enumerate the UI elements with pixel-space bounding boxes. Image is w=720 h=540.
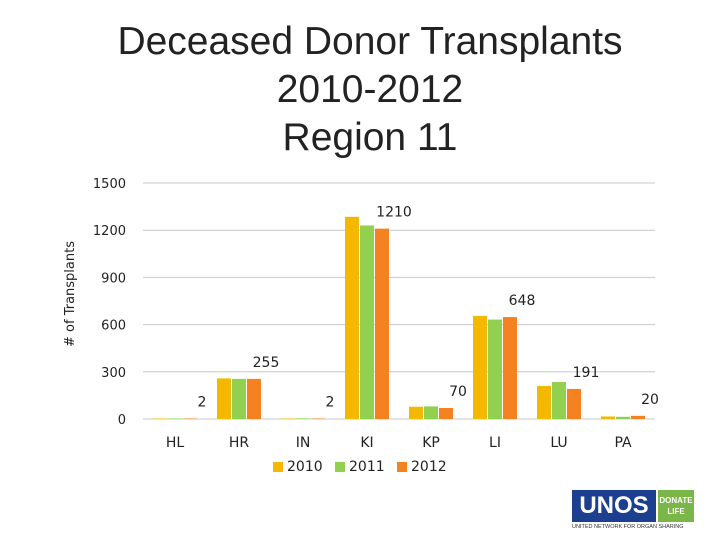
x-tick-label-li: LI <box>489 435 501 451</box>
bar-hl-2010 <box>153 418 167 419</box>
x-tick-label-hr: HR <box>229 435 250 451</box>
legend-swatch-2010 <box>273 462 283 472</box>
bars <box>153 216 645 419</box>
data-labels: 2 255 2 1210 70 648 191 20 <box>198 205 659 411</box>
bar-li-2012 <box>503 317 517 419</box>
data-label-kp: 70 <box>449 384 467 400</box>
bar-lu-2012 <box>567 388 581 419</box>
legend: 2010 2011 2012 <box>273 459 447 475</box>
title-line-1: Deceased Donor Transplants <box>117 20 623 63</box>
bar-ki-2010 <box>345 216 359 419</box>
bar-in-2012 <box>311 418 325 419</box>
legend-label-2010: 2010 <box>287 459 323 475</box>
bar-hl-2012 <box>183 418 197 419</box>
unos-logo: UNOS DONATE LIFE UNITED NETWORK FOR ORGA… <box>572 490 702 532</box>
data-label-ki: 1210 <box>376 205 412 221</box>
bar-ki-2012 <box>375 228 389 419</box>
y-tick-label: 1200 <box>93 224 126 239</box>
header-banner <box>0 0 720 175</box>
data-label-in: 2 <box>326 395 335 411</box>
x-tick-label-lu: LU <box>550 435 567 451</box>
data-label-li: 648 <box>509 293 536 309</box>
legend-label-2011: 2011 <box>349 459 385 475</box>
y-axis-ticks: 0 300 600 900 1200 1500 <box>93 177 126 428</box>
legend-swatch-2011 <box>335 462 345 472</box>
logo-tagline: UNITED NETWORK FOR ORGAN SHARING <box>572 524 684 530</box>
x-tick-label-kp: KP <box>422 435 440 451</box>
x-axis-ticks: HL HR IN KI KP LI LU PA <box>166 435 632 451</box>
bar-pa-2011 <box>616 416 630 419</box>
bar-kp-2012 <box>439 407 453 419</box>
y-tick-label: 900 <box>101 271 126 286</box>
y-tick-label: 0 <box>118 413 126 428</box>
x-tick-label-hl: HL <box>166 435 185 451</box>
bar-kp-2011 <box>424 406 438 419</box>
y-tick-label: 600 <box>101 319 126 334</box>
bar-hr-2010 <box>217 378 231 419</box>
title-line-3: Region 11 <box>282 116 458 159</box>
badge-line-1: DONATE <box>659 496 693 505</box>
x-tick-label-ki: KI <box>360 435 373 451</box>
slide-title: Deceased Donor Transplants 2010-2012 Reg… <box>60 18 680 162</box>
unos-wordmark: UNOS <box>572 490 656 522</box>
y-tick-label: 300 <box>101 366 126 381</box>
bar-hl-2011 <box>168 418 182 419</box>
data-label-hl: 2 <box>198 395 207 411</box>
y-axis-label: # of Transplants <box>63 241 78 347</box>
bar-pa-2010 <box>601 416 615 419</box>
bar-in-2010 <box>281 418 295 419</box>
bar-hr-2012 <box>247 378 261 419</box>
bar-ki-2011 <box>360 225 374 419</box>
legend-swatch-2012 <box>397 462 407 472</box>
data-label-lu: 191 <box>573 365 600 381</box>
bar-pa-2012 <box>631 415 645 419</box>
bar-li-2010 <box>473 315 487 419</box>
bar-kp-2010 <box>409 406 423 419</box>
bar-in-2011 <box>296 418 310 419</box>
x-tick-label-pa: PA <box>614 435 632 451</box>
bar-hr-2011 <box>232 378 246 419</box>
x-tick-label-in: IN <box>296 435 311 451</box>
badge-line-2: LIFE <box>667 507 685 516</box>
donate-life-badge: DONATE LIFE <box>658 490 694 522</box>
title-line-2: 2010-2012 <box>276 68 464 111</box>
legend-label-2012: 2012 <box>411 459 447 475</box>
y-tick-label: 1500 <box>93 177 126 192</box>
data-label-pa: 20 <box>641 392 659 408</box>
bar-lu-2010 <box>537 385 551 419</box>
bar-li-2011 <box>488 319 502 419</box>
bar-lu-2011 <box>552 382 566 419</box>
data-label-hr: 255 <box>253 355 280 371</box>
